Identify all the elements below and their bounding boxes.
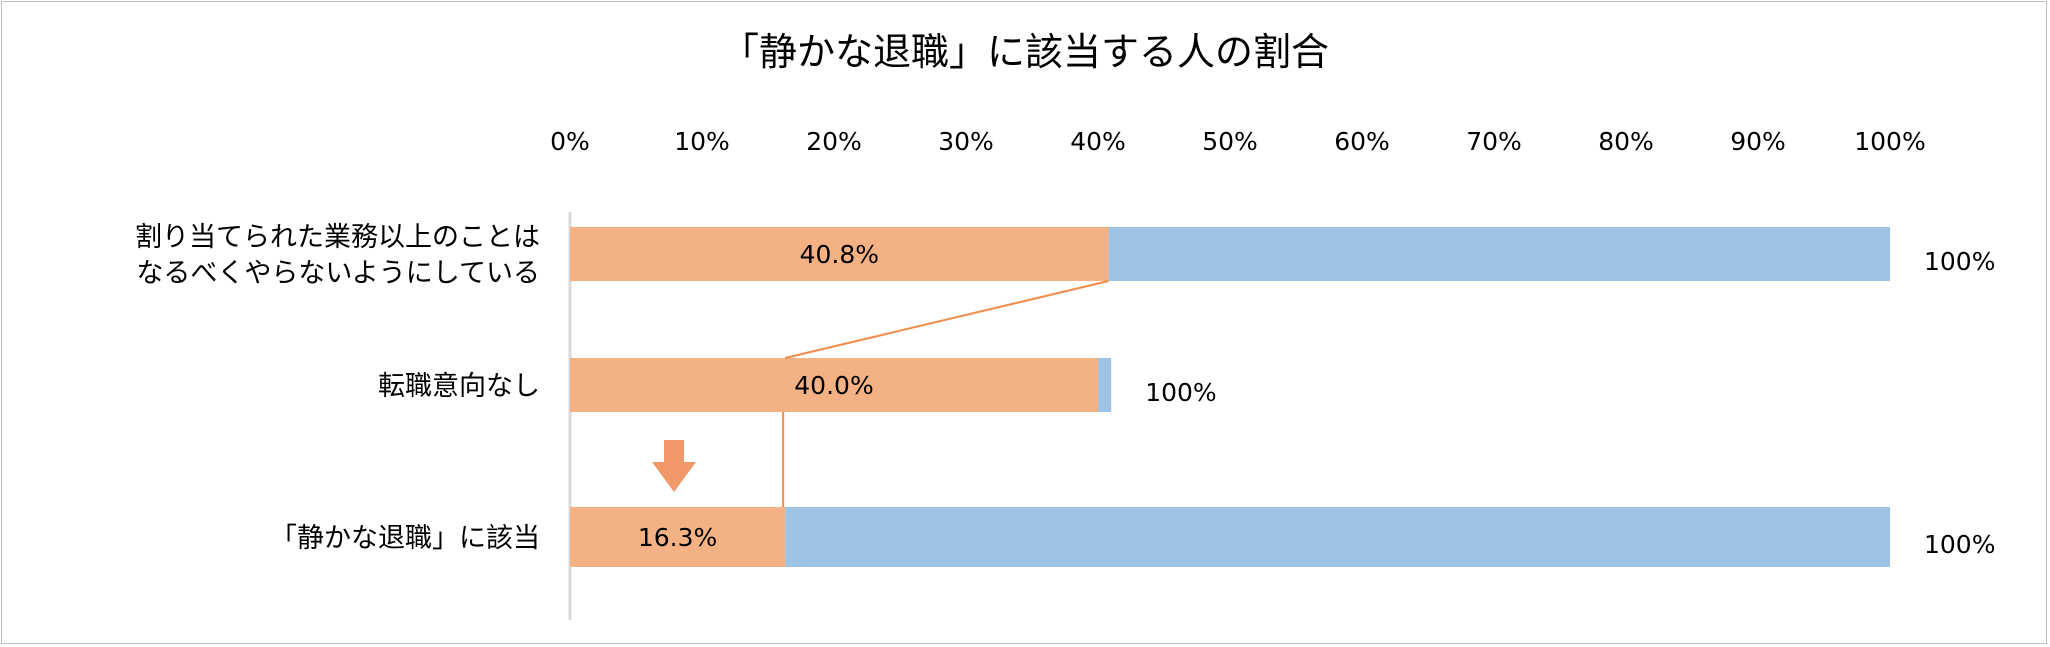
x-tick-label: 70% xyxy=(1466,127,1522,156)
x-tick-label: 60% xyxy=(1334,127,1390,156)
x-tick-label: 30% xyxy=(938,127,994,156)
category-label: なるべくやらないようにしている xyxy=(136,258,540,289)
chart-title: 「静かな退職」に該当する人の割合 xyxy=(720,30,1329,74)
bar-base-segment xyxy=(1108,227,1890,281)
bar-base-segment xyxy=(785,507,1891,567)
x-tick-label: 50% xyxy=(1202,127,1258,156)
x-tick-label: 0% xyxy=(550,127,590,156)
category-label: 転職意向なし xyxy=(378,371,540,402)
x-tick-label: 10% xyxy=(674,127,730,156)
total-label: 100% xyxy=(1145,378,1216,407)
total-label: 100% xyxy=(1924,247,1995,276)
bar-highlight-segment xyxy=(570,507,786,567)
category-label: 「静かな退職」に該当 xyxy=(270,523,540,554)
category-label: 割り当てられた業務以上のことは xyxy=(135,222,540,253)
bar-highlight-segment xyxy=(570,358,1098,412)
x-tick-label: 80% xyxy=(1598,127,1654,156)
data-label: 16.3% xyxy=(638,523,717,552)
bar-base-segment xyxy=(1098,358,1112,412)
down-arrow-icon xyxy=(652,440,696,492)
x-tick-label: 100% xyxy=(1854,127,1925,156)
connector-line xyxy=(784,280,1109,359)
data-label: 40.0% xyxy=(794,371,873,400)
bar-highlight-segment xyxy=(570,227,1109,281)
data-label: 40.8% xyxy=(800,240,879,269)
x-tick-label: 40% xyxy=(1070,127,1126,156)
x-tick-label: 20% xyxy=(806,127,862,156)
x-tick-label: 90% xyxy=(1730,127,1786,156)
total-label: 100% xyxy=(1924,530,1995,559)
